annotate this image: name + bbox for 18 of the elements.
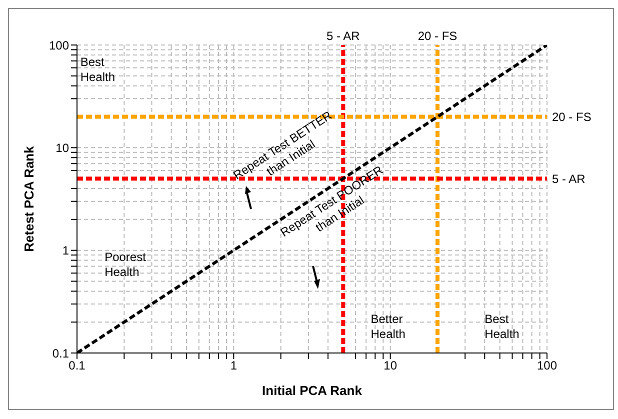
annotation: Best Health bbox=[80, 54, 116, 85]
y-tick-label: 1 bbox=[62, 244, 70, 258]
y-tick-label: 100 bbox=[48, 38, 70, 52]
y-tick-label: 0.1 bbox=[52, 346, 70, 360]
annotation: Best Health bbox=[484, 312, 520, 342]
annotation: Poorest Health bbox=[104, 250, 147, 280]
ref-line-label: 5 - AR bbox=[326, 29, 360, 43]
y-tick-label: 10 bbox=[56, 140, 70, 155]
x-tick-label: 1 bbox=[230, 358, 238, 373]
ref-line-label: 5 - AR bbox=[552, 172, 586, 186]
x-axis-title: Initial PCA Rank bbox=[262, 383, 363, 398]
ref-line-label: 20 - FS bbox=[552, 110, 592, 124]
y-axis-title: Retest PCA Rank bbox=[22, 145, 37, 252]
x-tick-label: 0.1 bbox=[68, 358, 86, 373]
ref-line-label: 20 - FS bbox=[418, 29, 458, 43]
x-tick-label: 10 bbox=[384, 358, 398, 373]
x-tick-label: 100 bbox=[536, 358, 558, 373]
annotation: Better Health bbox=[370, 312, 406, 342]
